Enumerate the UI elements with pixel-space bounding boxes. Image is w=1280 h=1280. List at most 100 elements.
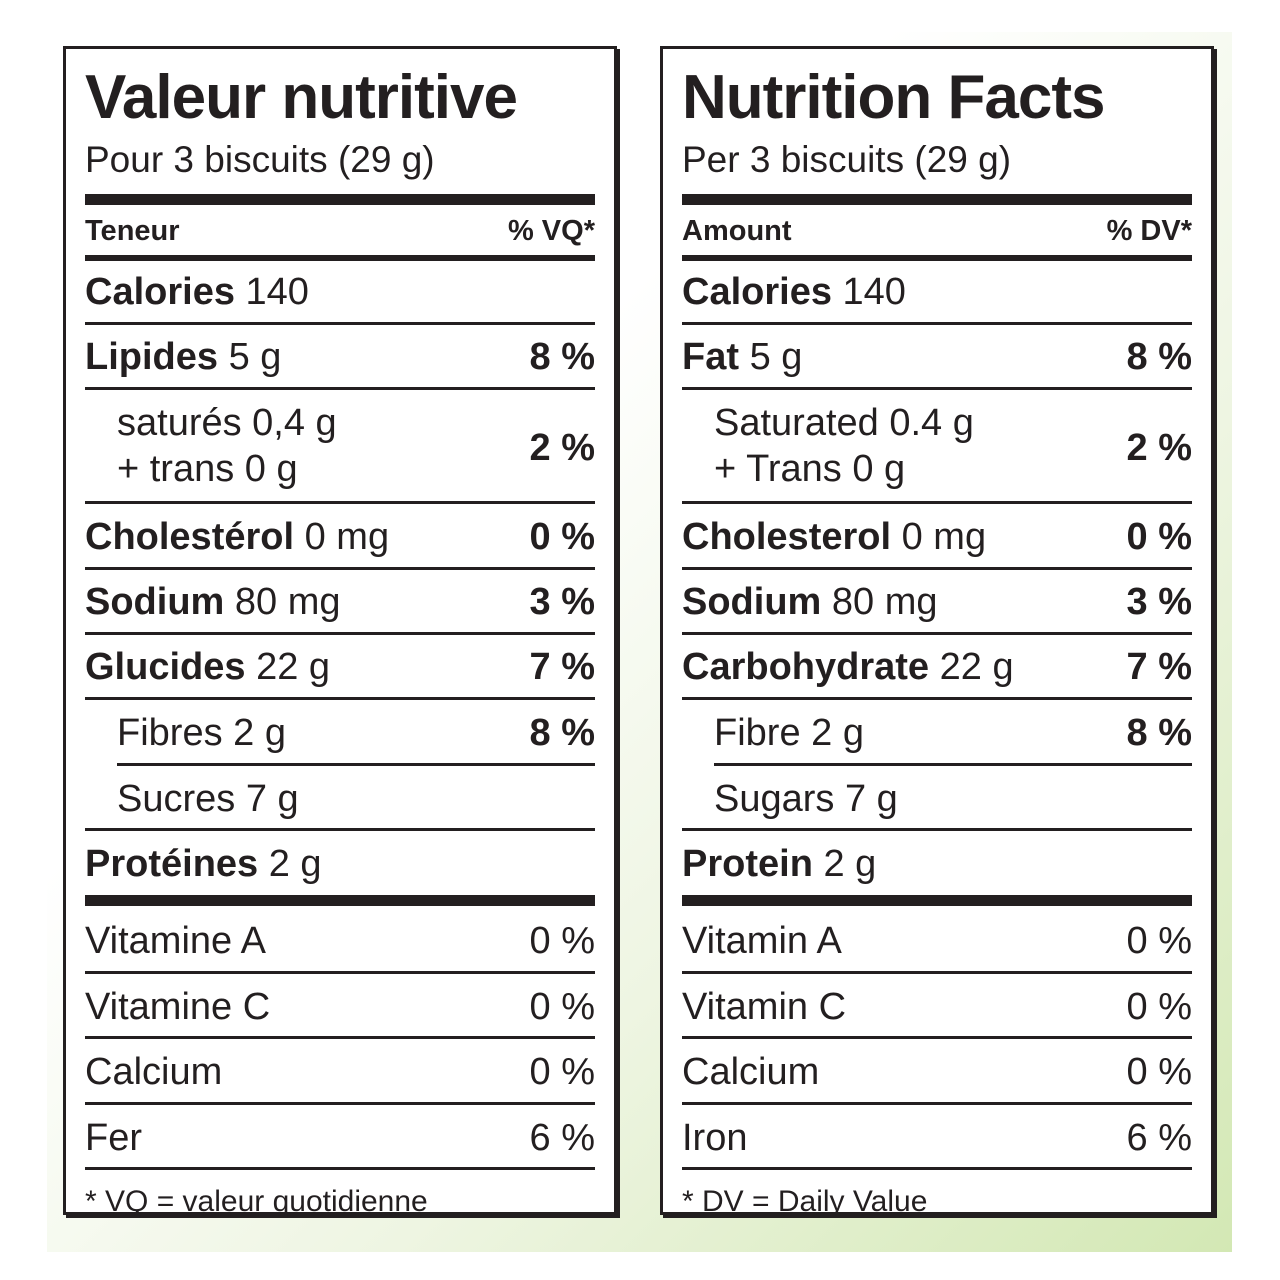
- nutrient-dv: 8 %: [529, 336, 595, 378]
- divider: [85, 322, 595, 325]
- panel-title: Nutrition Facts: [682, 63, 1105, 132]
- medium-divider: [682, 255, 1192, 261]
- divider: [682, 1102, 1192, 1105]
- saturated-trans-row: Saturated 0.4 g + Trans 0 g 2 %: [682, 400, 1192, 500]
- footnote: * VQ = valeur quotidienne: [85, 1185, 428, 1218]
- panel-title: Valeur nutritive: [85, 63, 518, 132]
- thick-divider: [682, 194, 1192, 205]
- nutrient-label: Fibre 2 g: [714, 712, 864, 754]
- nutrient-label-2: + trans 0 g: [117, 448, 298, 490]
- divider: [682, 1036, 1192, 1039]
- vitamin-dv: 0 %: [1126, 1051, 1192, 1093]
- nutrient-amount: 5 g: [228, 336, 282, 378]
- vitamin-dv: 0 %: [1126, 920, 1192, 962]
- nutrient-dv: 0 %: [1126, 516, 1192, 558]
- vitamin-label: Vitamine A: [85, 920, 266, 962]
- serving-size: Per 3 biscuits (29 g): [682, 139, 1012, 180]
- divider-indented: [117, 763, 595, 766]
- thick-divider: [85, 194, 595, 205]
- nutrient-label: Saturated 0.4 g: [714, 402, 974, 444]
- column-header: Amount % DV*: [682, 211, 1192, 251]
- divider: [85, 1036, 595, 1039]
- nutrient-label: Sodium: [682, 581, 822, 623]
- nutrient-amount: 2 g: [823, 843, 877, 885]
- nutrient-dv: 7 %: [529, 646, 595, 688]
- divider-indented: [714, 763, 1192, 766]
- nutrient-amount: 80 mg: [831, 581, 938, 623]
- nutrient-amount: 5 g: [749, 336, 803, 378]
- calories-value: 140: [842, 271, 906, 313]
- nutrient-label: Fat: [682, 336, 739, 378]
- nutrient-label: Protéines: [85, 843, 259, 885]
- calories-label: Calories: [85, 271, 235, 313]
- vitamin-label: Vitamin A: [682, 920, 842, 962]
- divider: [682, 971, 1192, 974]
- nutrient-dv: 8 %: [1126, 712, 1192, 754]
- nutrient-label: Fibres 2 g: [117, 712, 286, 754]
- divider: [682, 567, 1192, 570]
- column-header: Teneur % VQ*: [85, 211, 595, 251]
- divider: [85, 632, 595, 635]
- serving-size: Pour 3 biscuits (29 g): [85, 139, 435, 180]
- divider: [85, 567, 595, 570]
- divider: [682, 387, 1192, 390]
- nutrient-label: Cholestérol: [85, 516, 295, 558]
- vitamin-dv: 6 %: [1126, 1117, 1192, 1159]
- nutrient-dv: 8 %: [1126, 336, 1192, 378]
- nutrient-label: Sucres 7 g: [117, 778, 299, 820]
- nutrient-amount: 2 g: [268, 843, 322, 885]
- divider: [682, 322, 1192, 325]
- footnote: * DV = Daily Value: [682, 1185, 928, 1218]
- nutrient-dv: 2 %: [1126, 427, 1192, 469]
- medium-divider: [85, 255, 595, 261]
- amount-header: Amount: [682, 215, 792, 247]
- divider: [682, 632, 1192, 635]
- amount-header: Teneur: [85, 215, 180, 247]
- divider: [85, 971, 595, 974]
- nutrient-amount: 22 g: [939, 646, 1014, 688]
- nutrient-label: Lipides: [85, 336, 219, 378]
- nutrient-amount: 0 mg: [304, 516, 390, 558]
- thick-divider: [85, 895, 595, 906]
- vitamin-label: Fer: [85, 1117, 142, 1159]
- divider: [682, 697, 1192, 700]
- nutrient-dv: 2 %: [529, 427, 595, 469]
- dv-header: % DV*: [1106, 215, 1192, 247]
- calories-label: Calories: [682, 271, 832, 313]
- nutrient-amount: 22 g: [256, 646, 331, 688]
- thick-divider: [682, 895, 1192, 906]
- nutrient-label: saturés 0,4 g: [117, 402, 337, 444]
- saturated-trans-row: saturés 0,4 g + trans 0 g 2 %: [85, 400, 595, 500]
- vitamin-dv: 0 %: [1126, 986, 1192, 1028]
- nutrient-label: Sugars 7 g: [714, 778, 898, 820]
- vitamin-label: Calcium: [85, 1051, 223, 1093]
- nutrient-label: Carbohydrate: [682, 646, 930, 688]
- nutrient-dv: 8 %: [529, 712, 595, 754]
- nutrient-dv: 3 %: [1126, 581, 1192, 623]
- nutrition-panel-french: Valeur nutritive Pour 3 biscuits (29 g) …: [63, 46, 617, 1218]
- vitamin-label: Vitamin C: [682, 986, 847, 1028]
- nutrient-label-2: + Trans 0 g: [714, 448, 906, 490]
- divider: [85, 697, 595, 700]
- nutrient-label: Cholesterol: [682, 516, 892, 558]
- divider: [85, 387, 595, 390]
- nutrient-amount: 80 mg: [234, 581, 341, 623]
- vitamin-dv: 0 %: [529, 986, 595, 1028]
- vitamin-dv: 6 %: [529, 1117, 595, 1159]
- nutrition-panel-english: Nutrition Facts Per 3 biscuits (29 g) Am…: [660, 46, 1214, 1218]
- nutrient-label: Glucides: [85, 646, 246, 688]
- divider: [85, 828, 595, 831]
- vitamin-label: Vitamine C: [85, 986, 271, 1028]
- divider: [85, 1102, 595, 1105]
- vitamin-dv: 0 %: [529, 1051, 595, 1093]
- nutrient-amount: 0 mg: [901, 516, 987, 558]
- divider: [682, 501, 1192, 504]
- divider: [85, 501, 595, 504]
- vitamin-label: Iron: [682, 1117, 748, 1159]
- nutrient-label: Sodium: [85, 581, 225, 623]
- nutrient-dv: 0 %: [529, 516, 595, 558]
- divider: [85, 1167, 595, 1170]
- nutrient-dv: 3 %: [529, 581, 595, 623]
- dv-header: % VQ*: [507, 215, 595, 247]
- vitamin-label: Calcium: [682, 1051, 820, 1093]
